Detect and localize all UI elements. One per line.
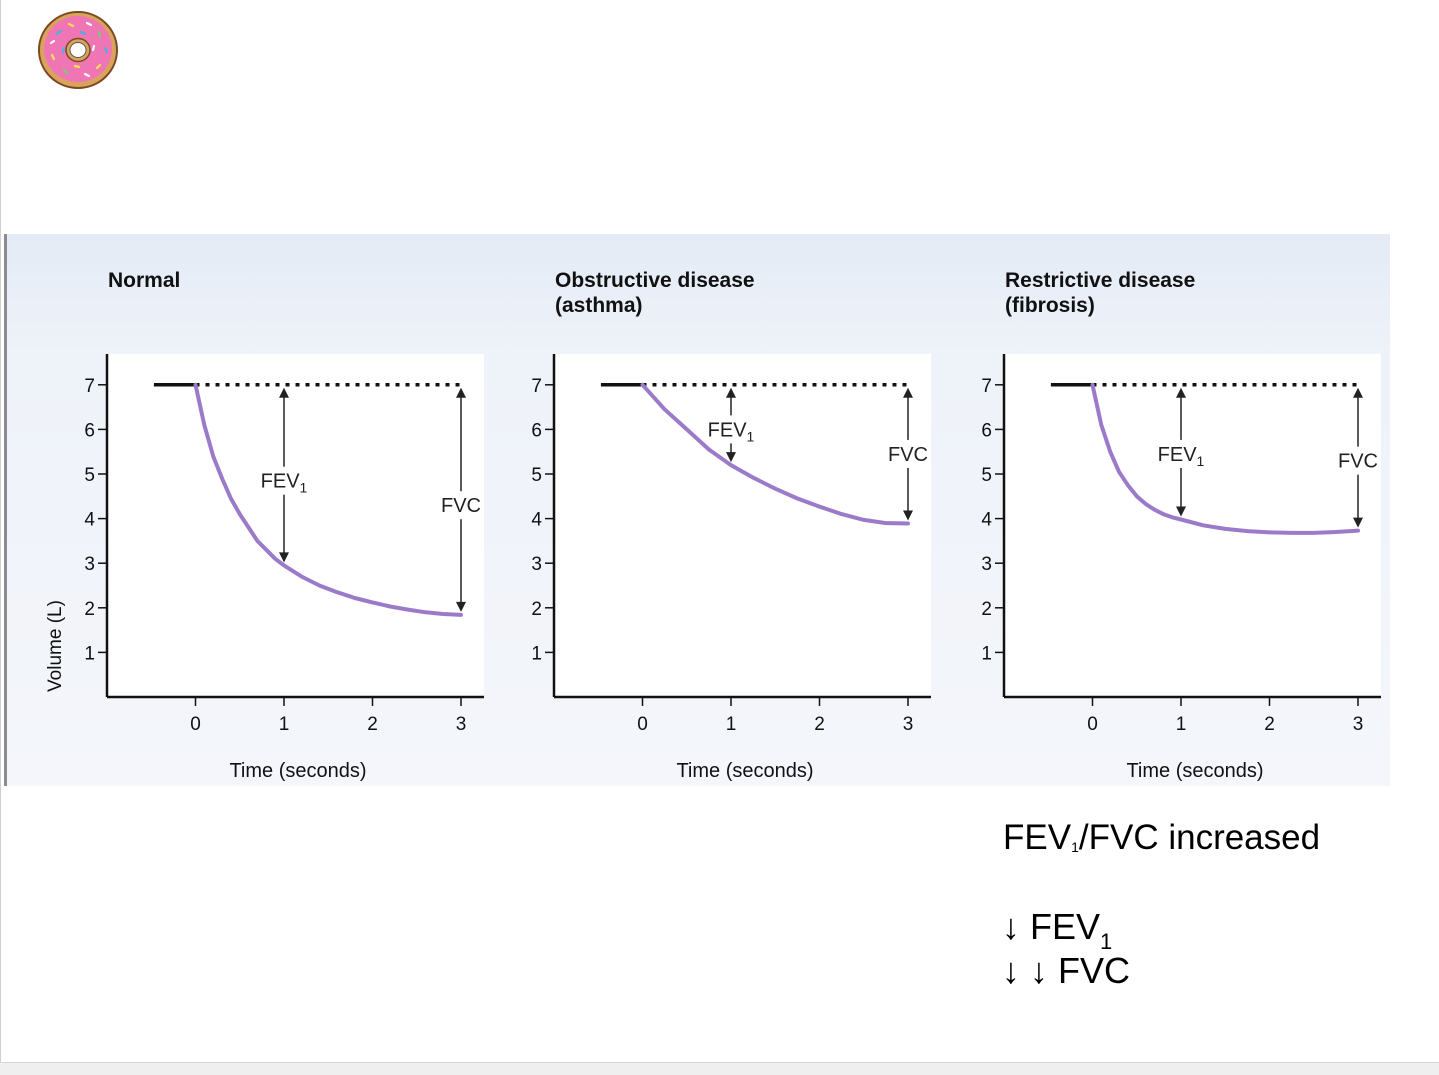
down-arrow: ↓	[1002, 906, 1020, 947]
y-tick-label: 7	[84, 376, 95, 397]
fev-label: FEV	[1030, 906, 1101, 947]
x-tick-label: 3	[903, 714, 914, 735]
y-tick-label: 4	[531, 510, 542, 531]
expiration-curve	[640, 382, 910, 526]
expiration-curve	[1090, 382, 1360, 535]
y-tick-label: 2	[981, 599, 992, 620]
y-tick-label: 4	[84, 510, 95, 531]
ratio-suffix: /FVC increased	[1078, 818, 1321, 857]
arrowhead-up	[279, 387, 289, 398]
panel-normal: Normal Volume (L) Time (seconds) 1 2 3 4 5 6 7…	[45, 269, 484, 782]
y-tick-label: 5	[531, 465, 542, 486]
arrowhead-down	[1353, 517, 1363, 528]
x-tick-label: 0	[1087, 714, 1098, 735]
arrowhead-down	[456, 601, 466, 612]
arrowhead-up	[903, 387, 913, 398]
arrowhead-up	[456, 387, 466, 398]
x-tick-label: 2	[814, 714, 825, 735]
x-tick-label: 3	[456, 714, 467, 735]
y-tick-label: 1	[84, 643, 95, 664]
y-tick-label: 3	[531, 554, 542, 575]
x-tick-label: 0	[190, 714, 201, 735]
y-tick-label: 6	[981, 420, 992, 441]
panel-obstructive: Obstructive disease (asthma) Time (secon…	[531, 269, 931, 782]
ratio-caption: FEV1/FVC increased	[1003, 818, 1320, 858]
arrowhead-up	[1176, 387, 1186, 398]
plot-area	[554, 354, 931, 697]
arrowhead-up	[726, 387, 736, 398]
y-tick-label: 2	[84, 599, 95, 620]
annotation-subscript: 1	[747, 428, 755, 444]
annotation-label: FVC	[1338, 451, 1378, 473]
y-tick-label: 5	[981, 465, 992, 486]
y-tick-label: 6	[531, 420, 542, 441]
panel-title: Normal	[108, 269, 180, 292]
panel-title: Obstructive disease	[555, 269, 755, 292]
plot-area	[107, 354, 484, 697]
x-axis-label: Time (seconds)	[676, 760, 813, 782]
spirometry-figure: Normal Volume (L) Time (seconds) 1 2 3 4 5 6 7…	[4, 234, 1390, 786]
x-axis-label: Time (seconds)	[1126, 760, 1263, 782]
y-tick-label: 3	[981, 554, 992, 575]
annotation-subscript: 1	[300, 480, 308, 496]
x-tick-label: 1	[1176, 714, 1187, 735]
y-tick-label: 6	[84, 420, 95, 441]
arrowhead-up	[1353, 387, 1363, 398]
y-tick-label: 7	[531, 376, 542, 397]
arrowhead-down	[903, 510, 913, 521]
annotation-subscript: 1	[1197, 453, 1205, 469]
arrowhead-down	[726, 452, 736, 463]
y-tick-label: 3	[84, 554, 95, 575]
fev-subscript: 1	[1100, 929, 1113, 954]
arrowhead-down	[279, 552, 289, 563]
y-tick-label: 4	[981, 510, 992, 531]
annotation-label: FVC	[888, 444, 928, 466]
annotation-label: FVC	[441, 495, 481, 517]
y-tick-label: 1	[981, 643, 992, 664]
ratio-prefix: FEV	[1003, 818, 1072, 857]
arrowhead-down	[1176, 506, 1186, 517]
x-tick-label: 3	[1353, 714, 1364, 735]
plot-area	[1004, 354, 1381, 697]
donut-icon	[38, 11, 118, 89]
bottom-bar	[0, 1062, 1439, 1075]
x-tick-label: 2	[1264, 714, 1275, 735]
ratio-subscript: 1	[1071, 839, 1079, 855]
panel-title-line2: (asthma)	[555, 294, 643, 317]
fvc-decrease-caption: ↓ ↓ FVC	[1002, 950, 1131, 991]
y-tick-label: 7	[981, 376, 992, 397]
x-tick-label: 1	[726, 714, 737, 735]
y-tick-label: 2	[531, 599, 542, 620]
panel-restrictive: Restrictive disease (fibrosis) Time (sec…	[981, 269, 1381, 782]
x-axis-label: Time (seconds)	[229, 760, 366, 782]
panel-title: Restrictive disease	[1005, 269, 1195, 292]
spirometry-chart: Normal Volume (L) Time (seconds) 1 2 3 4 5 6 7…	[45, 269, 1381, 782]
x-tick-label: 1	[279, 714, 290, 735]
y-axis-label: Volume (L)	[45, 600, 66, 692]
expiration-curve	[193, 382, 463, 617]
x-tick-label: 2	[367, 714, 378, 735]
panel-title-line2: (fibrosis)	[1005, 294, 1095, 317]
fev1-decrease-caption: ↓ FEV1	[1002, 906, 1112, 955]
x-tick-label: 0	[637, 714, 648, 735]
y-tick-label: 1	[531, 643, 542, 664]
y-tick-label: 5	[84, 465, 95, 486]
